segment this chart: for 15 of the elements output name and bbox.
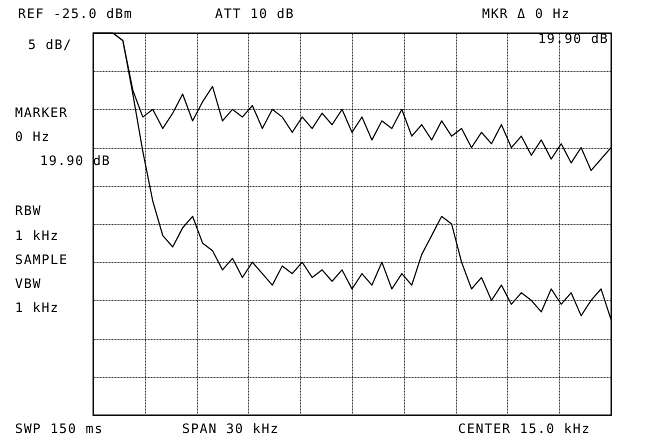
text: MKR Δ 0 Hz	[482, 7, 570, 23]
text: CENTER 15.0 kHz	[458, 422, 590, 438]
text: REF -25.0 dBm	[18, 7, 133, 23]
annotation: 19.90 dB	[538, 32, 609, 48]
text: SWP 150 ms	[15, 422, 104, 438]
text: MARKER	[15, 106, 68, 122]
text: SPAN 30 kHz	[182, 422, 280, 438]
text: 0 Hz	[15, 130, 50, 146]
text: SAMPLE	[15, 253, 68, 269]
text: ATT 10 dB	[215, 7, 294, 23]
text: 1 kHz	[15, 301, 60, 317]
text: VBW	[15, 277, 42, 293]
text: 1 kHz	[15, 229, 60, 245]
text: RBW	[15, 204, 42, 220]
text: 5 dB/	[28, 38, 72, 54]
